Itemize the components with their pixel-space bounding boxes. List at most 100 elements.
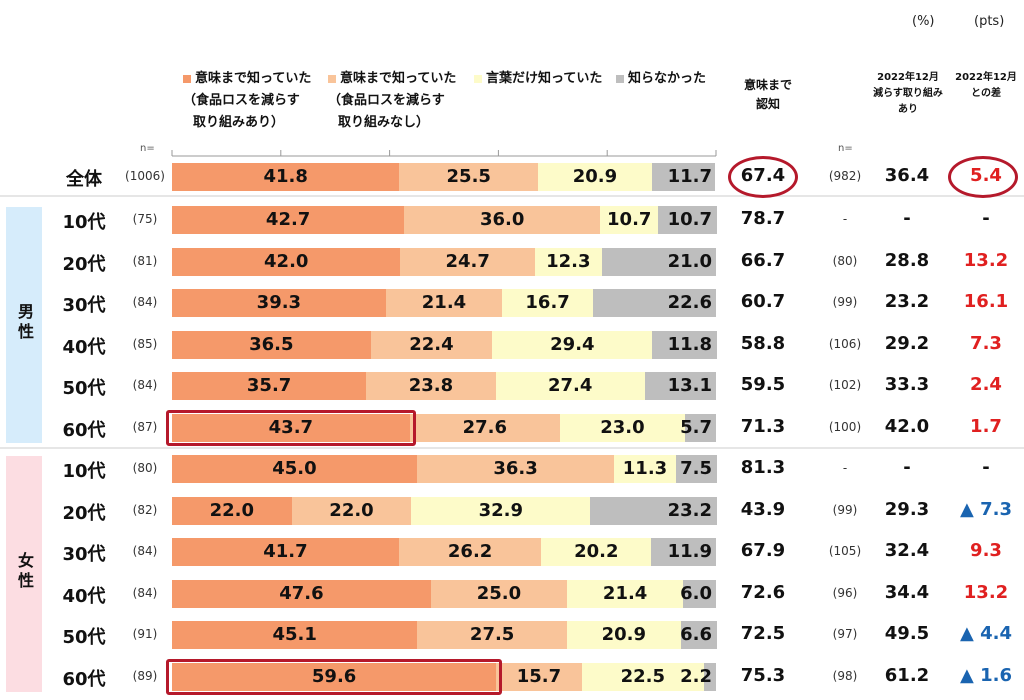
row-label: 30代 [62,295,106,316]
legend-sub-1a: （食品ロスを減らす [183,93,300,108]
data-label: 45.0 [272,458,317,479]
row-n: (84) [132,544,158,558]
legend-swatch-4 [616,74,624,83]
bar-segment [398,538,542,566]
data-label: 29.4 [550,333,595,355]
n-2022: (99) [832,502,858,517]
bar-segment [502,289,594,317]
bar-segment [411,496,591,525]
awareness-value: 66.7 [740,249,786,271]
awareness-value: 67.9 [740,540,786,561]
awareness-value: 59.5 [740,374,786,395]
legend-swatch-1 [183,74,191,83]
group-female-text: 女性 [15,552,34,592]
row-label: 全体 [66,169,102,190]
bar-segment [172,621,418,649]
dec2022-header: 2022年12月 減らす取り組み あり [862,70,954,118]
dec2022-value: 29.2 [884,332,930,354]
bar-segment [385,289,503,317]
group-male-text: 男性 [15,303,34,343]
row-label: 20代 [62,502,106,524]
data-label: 36.0 [479,209,525,230]
data-label: 10.7 [667,209,712,230]
row-label: 10代 [62,212,106,233]
n2-label: n= [838,143,853,154]
dec2022-value: - [903,457,911,478]
diff-value: 2.4 [970,374,1002,395]
bar-segment [538,163,652,191]
row-n: (89) [132,668,158,683]
legend-label-1: 意味まで知っていた [195,71,312,86]
bar-segment [651,538,716,566]
data-label: 20.9 [572,166,618,187]
bar-segment [652,330,717,359]
axis-ticks [171,150,717,156]
bar-segment [683,579,716,608]
bar-segment [496,662,582,691]
row-n: (75) [132,212,158,226]
row-label: 10代 [62,461,106,482]
bar-segment [566,621,681,649]
data-label: 20.9 [601,624,646,645]
data-label: 25.0 [476,582,522,604]
n-2022: (98) [832,668,858,683]
data-label: 11.7 [667,166,712,187]
bar-segment [409,413,560,442]
dec2022-value: 61.2 [884,664,930,686]
diff-value: 13.2 [963,249,1009,271]
legend-item-3: 言葉だけ知っていた [474,68,602,90]
diff-value: ▲ 7.3 [960,498,1012,520]
row-n: (84) [132,295,158,309]
awareness-value: 75.3 [740,664,786,686]
data-label: 35.7 [246,375,292,396]
bar-segment [404,206,601,234]
bar-segment [400,247,535,276]
bar-segment [416,455,615,483]
awareness-value: 78.7 [740,208,786,229]
diff-header: 2022年12月 との差 [948,70,1024,102]
diff-value: ▲ 4.4 [960,623,1012,644]
data-label: 59.6 [311,665,357,687]
dec2022-value: 36.4 [884,165,930,186]
dec2022-value: - [903,208,911,229]
group-male-label: 男性 [6,303,42,349]
data-label: 36.5 [249,333,294,355]
row-label: 60代 [62,419,106,441]
row-n: (81) [132,253,158,268]
bar-segment [291,496,412,525]
dec2022-value: 34.4 [884,581,930,603]
n-2022: (96) [832,585,858,600]
bar-segment [172,163,400,191]
legend-sub-2b: 取り組みなし） [338,115,430,130]
row-label: 20代 [62,253,106,275]
data-label: 7.5 [680,458,712,479]
row-label: 50代 [62,378,106,399]
row-n: (84) [132,585,158,600]
row-label: 40代 [62,585,106,607]
legend-label-3: 言葉だけ知っていた [486,71,603,86]
bar-segment [600,206,659,234]
bar-segment [172,579,431,608]
data-label: 45.1 [272,624,317,645]
data-label: 36.3 [493,458,538,479]
bar-segment [534,247,602,276]
bar-segment [593,289,716,317]
data-label: 22.4 [409,333,454,355]
bar-segment [399,163,539,191]
data-label: 6.6 [680,624,712,645]
dec2022-value: 23.2 [884,291,930,312]
data-label: 23.2 [667,499,712,521]
data-label: 15.7 [516,665,562,687]
data-label: 22.0 [209,499,255,521]
data-label: 21.4 [602,582,648,604]
diff-header-line1: 2022年12月 [955,72,1017,83]
dec2022-value: 32.4 [884,540,930,561]
bar-segment [566,579,684,608]
bar-segment [680,621,717,649]
legend-sub-2a: （食品ロスを減らす [328,93,445,108]
data-label: 27.6 [462,416,507,438]
awareness-value: 58.8 [740,332,786,354]
n-2022: (982) [828,169,862,183]
awareness-value: 43.9 [740,498,786,520]
